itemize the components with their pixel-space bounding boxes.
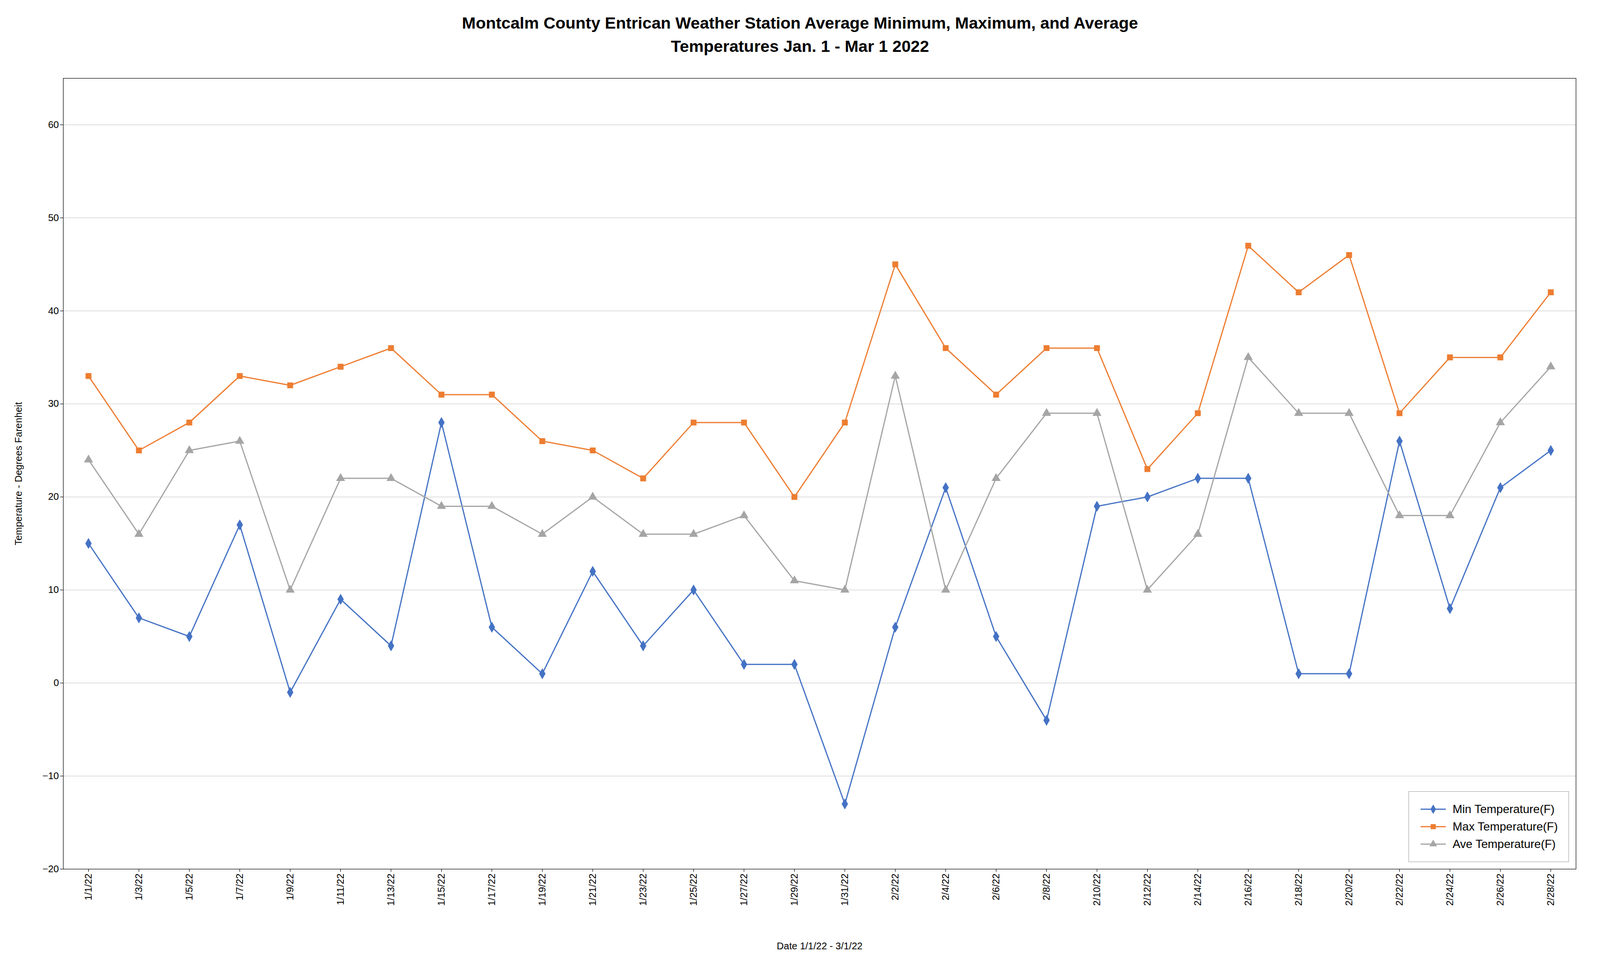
svg-text:10: 10 xyxy=(48,584,59,595)
html-text:Montcalm County Entrican Weath: Montcalm County Entrican Weather Station… xyxy=(462,13,1138,56)
svg-text:2/22/22: 2/22/22 xyxy=(1393,873,1405,907)
svg-text:−10: −10 xyxy=(42,770,60,782)
svg-text:1/19/22: 1/19/22 xyxy=(536,873,548,907)
svg-text:1/3/22: 1/3/22 xyxy=(133,873,144,901)
svg-text:2/6/22: 2/6/22 xyxy=(990,873,1002,901)
svg-text:2/26/22: 2/26/22 xyxy=(1494,873,1506,907)
svg-text:1/1/22: 1/1/22 xyxy=(82,873,94,901)
svg-text:0: 0 xyxy=(53,677,59,688)
svg-text:1/31/22: 1/31/22 xyxy=(839,873,850,907)
svg-text:2/16/22: 2/16/22 xyxy=(1242,873,1254,907)
svg-text:1/25/22: 1/25/22 xyxy=(688,873,699,907)
svg-text:40: 40 xyxy=(48,305,59,317)
svg-text:Date 1/1/22 - 3/1/22: Date 1/1/22 - 3/1/22 xyxy=(776,940,863,952)
svg-text:2/24/22: 2/24/22 xyxy=(1444,873,1456,907)
svg-text:1/15/22: 1/15/22 xyxy=(435,873,447,907)
svg-text:1/11/22: 1/11/22 xyxy=(335,873,346,906)
svg-text:2/4/22: 2/4/22 xyxy=(940,873,951,901)
svg-text:20: 20 xyxy=(48,491,59,503)
svg-text:1/27/22: 1/27/22 xyxy=(738,873,750,907)
svg-text:1/7/22: 1/7/22 xyxy=(234,873,245,901)
svg-text:1/5/22: 1/5/22 xyxy=(183,873,195,901)
svg-text:2/14/22: 2/14/22 xyxy=(1192,873,1203,907)
html-text:Ave Temperature(F): Ave Temperature(F) xyxy=(1452,837,1556,851)
svg-text:1/29/22: 1/29/22 xyxy=(788,873,800,907)
svg-text:1/9/22: 1/9/22 xyxy=(284,873,296,901)
svg-text:2/28/22: 2/28/22 xyxy=(1545,873,1556,907)
svg-text:2/8/22: 2/8/22 xyxy=(1040,873,1052,901)
svg-text:2/2/22: 2/2/22 xyxy=(889,873,901,901)
svg-text:2/20/22: 2/20/22 xyxy=(1343,873,1355,907)
svg-text:Temperature - Degrees Farenhei: Temperature - Degrees Farenheit xyxy=(13,401,24,546)
svg-text:1/17/22: 1/17/22 xyxy=(486,873,497,907)
svg-text:2/10/22: 2/10/22 xyxy=(1091,873,1103,907)
svg-text:2/18/22: 2/18/22 xyxy=(1293,873,1304,907)
svg-text:1/23/22: 1/23/22 xyxy=(637,873,649,907)
svg-text:60: 60 xyxy=(48,119,59,130)
svg-text:2/12/22: 2/12/22 xyxy=(1141,873,1153,907)
svg-text:50: 50 xyxy=(48,212,59,224)
html-text:Min Temperature(F): Min Temperature(F) xyxy=(1452,802,1555,816)
svg-text:30: 30 xyxy=(48,398,59,410)
svg-text:1/21/22: 1/21/22 xyxy=(587,873,598,907)
svg-text:1/13/22: 1/13/22 xyxy=(385,873,397,907)
svg-text:−20: −20 xyxy=(42,863,60,875)
html-text:Max Temperature(F): Max Temperature(F) xyxy=(1452,819,1558,834)
